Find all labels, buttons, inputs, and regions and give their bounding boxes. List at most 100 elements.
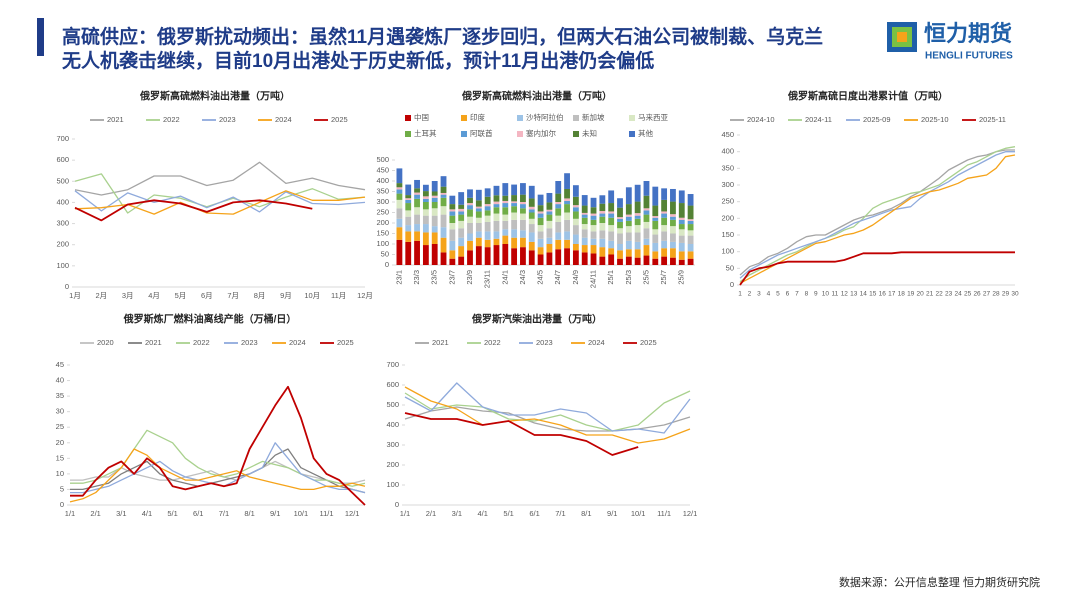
x-tick-label: 11/1 xyxy=(319,509,333,518)
bar-segment xyxy=(475,189,482,201)
bar-segment xyxy=(564,200,570,205)
x-tick-label: 28 xyxy=(992,291,1000,298)
bar-segment xyxy=(670,241,676,249)
bar-segment xyxy=(493,185,500,196)
bar-segment xyxy=(625,232,632,241)
bar-segment xyxy=(634,184,641,202)
bar-segment xyxy=(484,206,491,211)
bar-segment xyxy=(643,245,650,256)
bar-segment xyxy=(396,187,403,190)
bar-segment xyxy=(405,216,412,226)
series-line xyxy=(739,146,1016,283)
series-line xyxy=(69,448,366,503)
bar-segment xyxy=(537,205,544,212)
y-tick-label: 250 xyxy=(721,197,734,206)
bar-segment xyxy=(458,211,465,215)
bar-segment xyxy=(617,250,623,259)
x-tick-label: 23/3 xyxy=(412,270,421,285)
x-tick-label: 25/9 xyxy=(677,270,686,285)
bar-segment xyxy=(449,258,456,265)
bar-segment xyxy=(564,173,570,189)
series-line xyxy=(74,190,366,215)
bar-segment xyxy=(449,195,456,205)
x-tick-label: 12 xyxy=(841,291,849,298)
y-tick-label: 500 xyxy=(386,400,399,409)
x-tick-label: 25/7 xyxy=(659,270,668,285)
bar-segment xyxy=(546,220,553,229)
bar-segment xyxy=(661,211,668,214)
bar-segment xyxy=(617,244,623,251)
x-tick-label: 25/3 xyxy=(624,270,633,285)
legend-label: 2025 xyxy=(337,338,354,347)
bar-segment xyxy=(555,204,562,209)
bar-segment xyxy=(449,211,456,216)
bar-segment xyxy=(625,187,632,205)
y-tick-label: 30 xyxy=(56,407,64,416)
bar-segment xyxy=(652,217,659,221)
bar-segment xyxy=(475,211,482,218)
x-tick-label: 6月 xyxy=(201,291,213,300)
y-tick-label: 200 xyxy=(386,460,399,469)
bar-segment xyxy=(608,213,615,218)
bar-segment xyxy=(467,205,473,210)
x-tick-label: 23/11 xyxy=(483,270,492,288)
x-tick-label: 11月 xyxy=(331,291,346,300)
y-tick-label: 250 xyxy=(376,207,389,216)
bar-segment xyxy=(546,211,553,215)
y-tick-label: 100 xyxy=(721,247,734,256)
bar-segment xyxy=(449,223,456,230)
bar-segment xyxy=(599,256,606,265)
bar-segment xyxy=(670,226,676,234)
y-tick-label: 100 xyxy=(376,239,389,248)
bar-segment xyxy=(555,193,562,202)
bar-segment xyxy=(670,188,676,202)
legend-swatch xyxy=(405,115,411,121)
series-line xyxy=(739,151,1015,279)
bar-segment xyxy=(643,210,650,215)
bar-segment xyxy=(396,239,403,265)
bar-segment xyxy=(555,239,562,250)
bar-segment xyxy=(617,228,623,234)
bar-segment xyxy=(599,216,606,223)
x-tick-label: 5 xyxy=(776,291,780,298)
bar-segment xyxy=(617,233,623,244)
bar-segment xyxy=(440,206,447,215)
x-tick-label: 9月 xyxy=(280,291,292,300)
legend-label: 2022 xyxy=(163,115,180,124)
bar-segment xyxy=(590,238,597,246)
bar-segment xyxy=(546,237,553,244)
bar-segment xyxy=(564,204,570,213)
bar-segment xyxy=(405,184,412,196)
x-tick-label: 27 xyxy=(983,291,991,298)
bar-segment xyxy=(608,231,615,241)
legend-label: 2023 xyxy=(241,338,258,347)
y-tick-label: 400 xyxy=(376,176,389,185)
bar-segment xyxy=(643,255,650,265)
legend-swatch xyxy=(629,115,635,121)
bar-segment xyxy=(493,213,500,221)
bar-segment xyxy=(414,231,420,241)
x-tick-label: 24/1 xyxy=(500,270,509,285)
x-tick-label: 3/1 xyxy=(452,509,462,518)
bar-segment xyxy=(581,212,588,215)
bar-segment xyxy=(405,210,412,217)
bar-segment xyxy=(484,239,491,248)
y-tick-label: 150 xyxy=(376,228,389,237)
x-tick-label: 2月 xyxy=(96,291,108,300)
bar-segment xyxy=(608,240,615,249)
bar-segment xyxy=(528,198,535,207)
bar-segment xyxy=(599,195,606,204)
bar-segment xyxy=(537,211,544,214)
bar-segment xyxy=(422,184,429,192)
x-tick-label: 11/1 xyxy=(657,509,671,518)
bar-segment xyxy=(643,195,650,209)
bar-segment xyxy=(511,219,518,230)
bar-segment xyxy=(449,250,456,259)
bar-segment xyxy=(661,225,668,232)
title-accent xyxy=(37,18,44,56)
slide-title: 高硫供应：俄罗斯扰动频出：虽然11月遇袭炼厂逐步回归，但两大石油公司被制裁、乌克… xyxy=(62,25,823,48)
bar-segment xyxy=(678,229,685,236)
bar-segment xyxy=(670,201,676,215)
bar-segment xyxy=(564,212,570,220)
y-tick-label: 10 xyxy=(56,469,64,478)
